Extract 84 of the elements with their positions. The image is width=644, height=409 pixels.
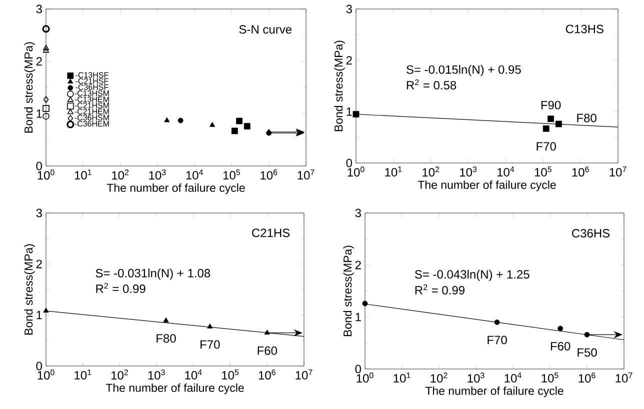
x-tick-label: 10$^{4}$ — [185, 370, 202, 380]
annotation: F90 — [541, 100, 561, 110]
annotation: S= -0.015ln(N) + 0.95 — [406, 65, 521, 76]
y-tick-label: 3 — [355, 208, 361, 218]
text: C21HS — [252, 228, 290, 238]
annotation: S= -0.043ln(N) + 1.25 — [414, 270, 530, 281]
x-tick-label: 10$^{6}$ — [258, 370, 276, 380]
y-tick-label: 2 — [346, 56, 352, 65]
annotation: F70 — [488, 336, 507, 344]
x-tick-label: 10$^{7}$ — [298, 170, 314, 180]
x-tick-label: 10$^{6}$ — [572, 166, 589, 177]
x-tick-label: 10$^{4}$ — [504, 372, 522, 382]
y-tick-label: 0 — [36, 362, 42, 370]
y-tick-label: 3 — [346, 4, 352, 14]
x-tick-label: 10$^{4}$ — [186, 170, 203, 180]
annotation: R$^{2}$ = 0.99 — [96, 282, 146, 293]
annotation: F60 — [258, 346, 278, 355]
y-tick-label: 2 — [36, 57, 42, 66]
x-tick-label: 10$^{5}$ — [534, 166, 552, 176]
y-tick-label: 2 — [355, 260, 361, 270]
x-tick-label: 10$^{7}$ — [610, 166, 626, 176]
x-tick-label: 10$^{3}$ — [149, 170, 166, 180]
x-tick-label: 10$^{1}$ — [74, 170, 92, 180]
annotation: F80 — [156, 334, 176, 343]
annotation: R$^{2}$ = 0.58 — [406, 79, 456, 90]
y-tick-label: 3 — [36, 4, 42, 14]
y-tick-label: 0 — [36, 162, 42, 170]
y-tick-label: 1 — [346, 108, 352, 116]
x-axis-title: The number of failure cycle — [425, 386, 564, 398]
x-axis-title: The number of failure cycle — [418, 180, 556, 192]
legend-label: -C13HEM — [74, 96, 109, 102]
text: C36HS — [572, 229, 610, 238]
x-tick-label: 10$^{0}$ — [38, 370, 54, 380]
x-tick-label: 10$^{0}$ — [348, 166, 364, 177]
y-axis-title: Bond stress(MPa) — [24, 42, 35, 133]
x-tick-label: 10$^{2}$ — [111, 370, 128, 380]
y-tick-label: 0 — [355, 364, 362, 374]
x-tick-label: 10$^{4}$ — [497, 166, 514, 176]
annotation: F60 — [550, 342, 570, 350]
y-axis-title: Bond stress(MPa) — [343, 246, 354, 336]
x-tick-label: 10$^{3}$ — [460, 166, 477, 177]
x-tick-label: 10$^{1}$ — [394, 372, 410, 382]
x-tick-label: 10$^{7}$ — [296, 370, 312, 380]
annotation: R$^{2}$ = 0.99 — [415, 284, 464, 294]
legend-label: -C36HEM — [74, 120, 109, 127]
x-axis-title: The number of failure cycle — [106, 183, 245, 194]
legend-label: -C13HSM — [74, 90, 109, 96]
x-tick-label: 10$^{2}$ — [430, 372, 448, 383]
text: S-N curve — [239, 25, 292, 34]
x-tick-label: 10$^{3}$ — [468, 372, 484, 383]
x-tick-label: 10$^{1}$ — [74, 370, 92, 380]
y-tick-label: 1 — [356, 312, 361, 322]
legend-label: -C36HSM — [74, 114, 109, 120]
y-axis-title: Bond stress(MPa) — [334, 40, 345, 132]
x-tick-label: 10$^{2}$ — [422, 166, 440, 177]
x-tick-label: 10$^{5}$ — [223, 170, 240, 180]
text: C13HS — [566, 24, 604, 34]
y-tick-label: 2 — [36, 260, 42, 268]
annotation: F70 — [200, 340, 220, 349]
x-tick-label: 10$^{0}$ — [38, 170, 54, 180]
y-tick-label: 3 — [36, 208, 42, 218]
x-tick-label: 10$^{2}$ — [112, 170, 129, 180]
y-tick-label: 0 — [346, 158, 352, 168]
x-tick-label: 10$^{6}$ — [260, 170, 278, 180]
x-tick-label: 10$^{1}$ — [385, 166, 402, 176]
annotation: F70 — [536, 142, 556, 151]
annotation: F50 — [578, 348, 597, 357]
x-axis-title: The number of failure cycle — [106, 383, 244, 394]
y-axis-title: Bond stress(MPa) — [24, 244, 35, 335]
x-tick-label: 10$^{3}$ — [148, 370, 165, 380]
legend-label: -C21HEM — [74, 108, 109, 114]
legend-label: -C13HSF — [76, 72, 108, 78]
legend-label: -C21HSF — [76, 78, 108, 84]
annotation: S= -0.031ln(N) + 1.08 — [96, 268, 210, 280]
x-tick-label: 10$^{5}$ — [542, 372, 558, 382]
legend-label: -C21HSM — [74, 102, 109, 108]
x-tick-label: 10$^{7}$ — [616, 372, 632, 382]
legend-label: -C36HSF — [76, 84, 108, 90]
x-tick-label: 10$^{5}$ — [222, 370, 239, 380]
y-tick-label: 1 — [36, 310, 42, 320]
annotation: F80 — [577, 114, 596, 122]
y-tick-label: 1 — [36, 110, 42, 118]
x-tick-label: 10$^{6}$ — [578, 372, 596, 383]
x-tick-label: 10$^{0}$ — [356, 372, 374, 383]
